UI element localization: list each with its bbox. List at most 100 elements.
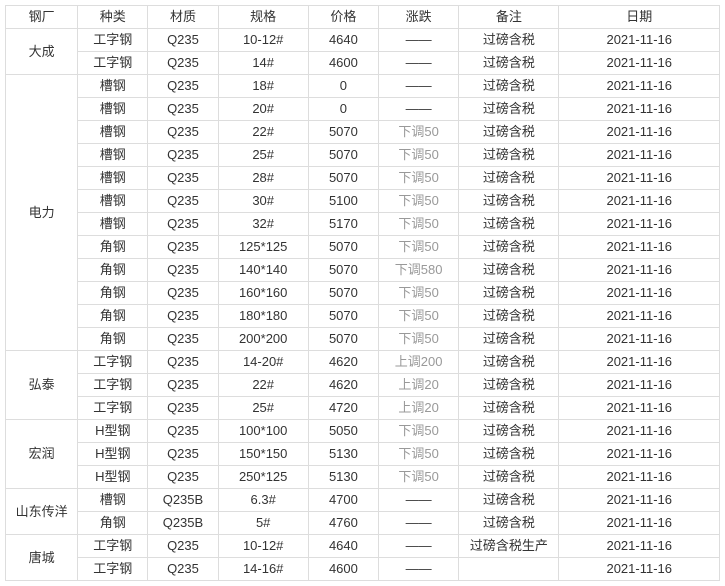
- cell-change: 下调50: [379, 190, 459, 213]
- cell-remark: 过磅含税: [459, 259, 559, 282]
- cell-remark: 过磅含税: [459, 512, 559, 535]
- cell-material: Q235: [148, 328, 218, 351]
- cell-spec: 30#: [218, 190, 308, 213]
- cell-material: Q235: [148, 558, 218, 581]
- cell-spec: 10-12#: [218, 29, 308, 52]
- cell-remark: 过磅含税: [459, 443, 559, 466]
- cell-remark: 过磅含税: [459, 328, 559, 351]
- cell-spec: 160*160: [218, 282, 308, 305]
- cell-date: 2021-11-16: [559, 489, 720, 512]
- cell-change: 下调50: [379, 167, 459, 190]
- cell-type: 槽钢: [78, 190, 148, 213]
- cell-price: 5050: [308, 420, 378, 443]
- cell-factory: 唐城: [6, 535, 78, 581]
- cell-spec: 25#: [218, 397, 308, 420]
- cell-change: ——: [379, 489, 459, 512]
- cell-remark: 过磅含税: [459, 397, 559, 420]
- header-date: 日期: [559, 6, 720, 29]
- cell-change: 下调50: [379, 328, 459, 351]
- cell-change: 下调50: [379, 213, 459, 236]
- cell-date: 2021-11-16: [559, 75, 720, 98]
- cell-material: Q235: [148, 466, 218, 489]
- cell-date: 2021-11-16: [559, 351, 720, 374]
- table-header-row: 钢厂 种类 材质 规格 价格 涨跌 备注 日期: [6, 6, 720, 29]
- cell-remark: 过磅含税: [459, 167, 559, 190]
- table-row: 工字钢Q23514#4600——过磅含税2021-11-16: [6, 52, 720, 75]
- table-row: 槽钢Q23520#0——过磅含税2021-11-16: [6, 98, 720, 121]
- cell-spec: 22#: [218, 374, 308, 397]
- cell-spec: 250*125: [218, 466, 308, 489]
- cell-spec: 20#: [218, 98, 308, 121]
- cell-remark: 过磅含税: [459, 75, 559, 98]
- table-row: 电力槽钢Q23518#0——过磅含税2021-11-16: [6, 75, 720, 98]
- cell-material: Q235: [148, 351, 218, 374]
- cell-change: 下调50: [379, 282, 459, 305]
- cell-remark: 过磅含税: [459, 52, 559, 75]
- cell-material: Q235: [148, 29, 218, 52]
- header-material: 材质: [148, 6, 218, 29]
- cell-price: 4620: [308, 374, 378, 397]
- cell-remark: 过磅含税: [459, 351, 559, 374]
- cell-change: 上调200: [379, 351, 459, 374]
- cell-type: 角钢: [78, 282, 148, 305]
- table-row: 角钢Q235200*2005070下调50过磅含税2021-11-16: [6, 328, 720, 351]
- cell-type: 工字钢: [78, 52, 148, 75]
- cell-price: 5100: [308, 190, 378, 213]
- table-row: H型钢Q235250*1255130下调50过磅含税2021-11-16: [6, 466, 720, 489]
- cell-date: 2021-11-16: [559, 213, 720, 236]
- table-row: 宏润H型钢Q235100*1005050下调50过磅含税2021-11-16: [6, 420, 720, 443]
- cell-change: 上调20: [379, 397, 459, 420]
- cell-date: 2021-11-16: [559, 121, 720, 144]
- cell-type: 槽钢: [78, 167, 148, 190]
- cell-price: 5070: [308, 167, 378, 190]
- cell-change: ——: [379, 98, 459, 121]
- header-spec: 规格: [218, 6, 308, 29]
- cell-material: Q235: [148, 75, 218, 98]
- cell-remark: 过磅含税: [459, 213, 559, 236]
- cell-material: Q235: [148, 535, 218, 558]
- cell-material: Q235: [148, 420, 218, 443]
- table-body: 大成工字钢Q23510-12#4640——过磅含税2021-11-16工字钢Q2…: [6, 29, 720, 581]
- cell-material: Q235B: [148, 512, 218, 535]
- table-row: 角钢Q235140*1405070下调580过磅含税2021-11-16: [6, 259, 720, 282]
- cell-type: 工字钢: [78, 351, 148, 374]
- cell-date: 2021-11-16: [559, 236, 720, 259]
- cell-change: 下调580: [379, 259, 459, 282]
- cell-type: 槽钢: [78, 98, 148, 121]
- cell-material: Q235: [148, 236, 218, 259]
- table-row: 槽钢Q23528#5070下调50过磅含税2021-11-16: [6, 167, 720, 190]
- cell-change: ——: [379, 52, 459, 75]
- cell-price: 4700: [308, 489, 378, 512]
- cell-type: 槽钢: [78, 213, 148, 236]
- table-row: 槽钢Q23522#5070下调50过磅含税2021-11-16: [6, 121, 720, 144]
- cell-price: 4600: [308, 558, 378, 581]
- table-row: 角钢Q235125*1255070下调50过磅含税2021-11-16: [6, 236, 720, 259]
- cell-remark: [459, 558, 559, 581]
- cell-remark: 过磅含税: [459, 190, 559, 213]
- table-row: 角钢Q235180*1805070下调50过磅含税2021-11-16: [6, 305, 720, 328]
- cell-change: ——: [379, 535, 459, 558]
- cell-change: ——: [379, 512, 459, 535]
- cell-material: Q235: [148, 213, 218, 236]
- cell-change: 下调50: [379, 420, 459, 443]
- cell-price: 5070: [308, 259, 378, 282]
- cell-material: Q235: [148, 167, 218, 190]
- cell-type: 角钢: [78, 305, 148, 328]
- cell-material: Q235: [148, 374, 218, 397]
- table-row: 工字钢Q23514-16#4600——2021-11-16: [6, 558, 720, 581]
- cell-date: 2021-11-16: [559, 443, 720, 466]
- cell-type: 工字钢: [78, 535, 148, 558]
- table-row: 大成工字钢Q23510-12#4640——过磅含税2021-11-16: [6, 29, 720, 52]
- cell-change: 下调50: [379, 443, 459, 466]
- cell-date: 2021-11-16: [559, 305, 720, 328]
- cell-spec: 28#: [218, 167, 308, 190]
- cell-price: 5070: [308, 328, 378, 351]
- cell-type: H型钢: [78, 443, 148, 466]
- cell-material: Q235: [148, 259, 218, 282]
- cell-spec: 14-16#: [218, 558, 308, 581]
- cell-date: 2021-11-16: [559, 420, 720, 443]
- cell-remark: 过磅含税: [459, 305, 559, 328]
- cell-remark: 过磅含税: [459, 282, 559, 305]
- cell-price: 0: [308, 98, 378, 121]
- cell-date: 2021-11-16: [559, 535, 720, 558]
